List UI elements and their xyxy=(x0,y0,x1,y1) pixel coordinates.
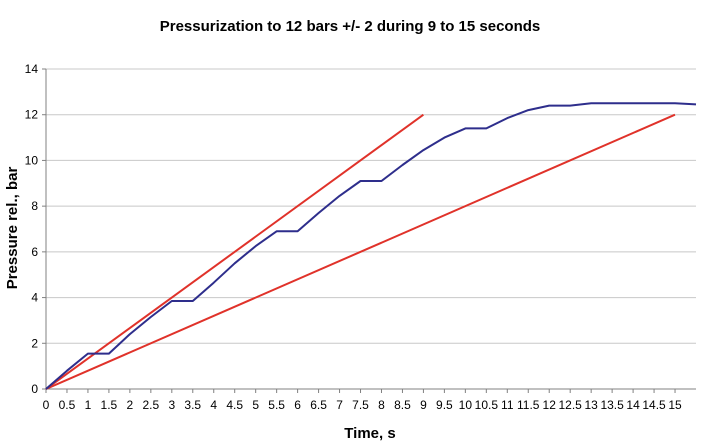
axes xyxy=(45,69,696,390)
y-axis-ticks: 0 2 4 6 8 10 12 14 xyxy=(25,62,46,396)
y-tick-label: 6 xyxy=(31,245,38,259)
y-tick-label: 12 xyxy=(25,108,39,122)
x-tick-label: 0.5 xyxy=(59,398,76,412)
x-tick-label: 1.5 xyxy=(101,398,118,412)
series-measured-pressure-line xyxy=(45,102,697,390)
chart-title: Pressurization to 12 bars +/- 2 during 9… xyxy=(160,18,541,35)
x-tick-label: 7 xyxy=(336,398,343,412)
series-group xyxy=(45,102,697,390)
x-tick-label: 2 xyxy=(127,398,134,412)
x-tick-label: 15 xyxy=(668,398,682,412)
x-tick-label: 9 xyxy=(420,398,427,412)
x-tick-label: 8.5 xyxy=(394,398,411,412)
grid xyxy=(46,68,696,344)
series-lower-limit-line xyxy=(45,113,676,390)
x-tick-label: 13.5 xyxy=(600,398,624,412)
y-tick-label: 14 xyxy=(25,62,39,76)
y-tick-label: 8 xyxy=(31,199,38,213)
x-tick-label: 4.5 xyxy=(226,398,243,412)
x-tick-label: 3 xyxy=(168,398,175,412)
x-tick-label: 3.5 xyxy=(184,398,201,412)
series-upper-limit-line xyxy=(45,113,424,390)
y-axis-label: Pressure rel., bar xyxy=(4,167,21,290)
x-tick-label: 1 xyxy=(85,398,92,412)
x-tick-label: 12 xyxy=(543,398,557,412)
x-tick-label: 2.5 xyxy=(142,398,159,412)
x-tick-label: 10.5 xyxy=(475,398,499,412)
x-tick-label: 9.5 xyxy=(436,398,453,412)
x-axis-label: Time, s xyxy=(344,425,395,442)
x-tick-label: 10 xyxy=(459,398,473,412)
y-tick-label: 10 xyxy=(25,153,39,167)
x-tick-label: 6 xyxy=(294,398,301,412)
y-tick-label: 2 xyxy=(31,336,38,350)
x-tick-label: 4 xyxy=(210,398,217,412)
x-tick-label: 0 xyxy=(43,398,50,412)
x-tick-label: 12.5 xyxy=(559,398,583,412)
x-tick-label: 8 xyxy=(378,398,385,412)
x-tick-label: 11.5 xyxy=(517,398,540,412)
x-tick-label: 7.5 xyxy=(352,398,369,412)
x-tick-label: 5 xyxy=(252,398,259,412)
x-tick-label: 11 xyxy=(501,398,514,412)
x-tick-label: 14 xyxy=(626,398,640,412)
x-tick-label: 6.5 xyxy=(310,398,327,412)
x-tick-label: 5.5 xyxy=(268,398,285,412)
y-tick-label: 4 xyxy=(31,291,38,305)
y-tick-label: 0 xyxy=(31,382,38,396)
x-tick-label: 13 xyxy=(584,398,598,412)
x-axis-ticks: 0 0.5 1 1.5 2 2.5 3 3.5 4 4.5 5 5.5 6 6.5 7 7.5 8 8.5 9 9.5… xyxy=(43,389,682,412)
x-tick-label: 14.5 xyxy=(642,398,666,412)
